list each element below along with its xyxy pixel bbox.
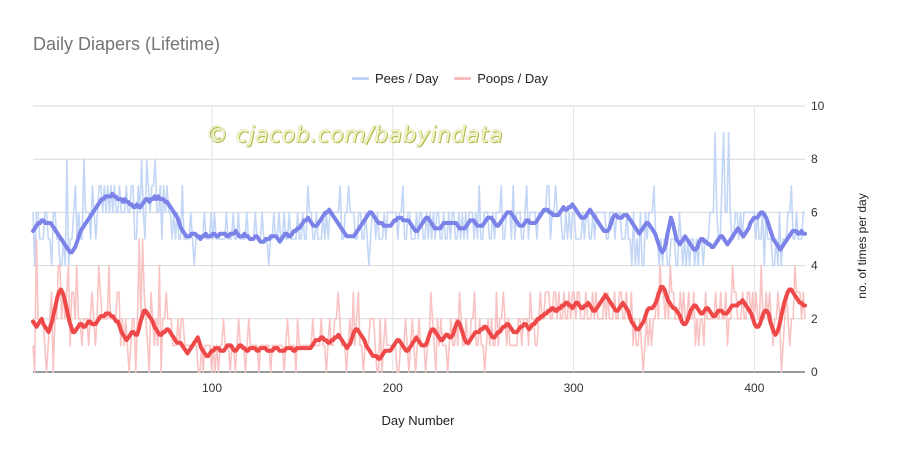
y-axis-ticks: 0 2 4 6 8 10	[811, 99, 825, 379]
x-tick-label: 200	[383, 381, 403, 395]
y-tick-label: 10	[811, 99, 825, 113]
y-tick-label: 4	[811, 259, 818, 273]
legend-item-pees[interactable]: Pees / Day	[351, 71, 439, 86]
legend-swatch-poops	[454, 77, 472, 80]
watermark: © cjacob.com/babyindata	[206, 123, 504, 148]
x-tick-label: 300	[564, 381, 584, 395]
y-tick-label: 6	[811, 205, 818, 219]
smoothed-lines	[31, 191, 807, 361]
y-tick-label: 0	[811, 365, 818, 379]
legend: Pees / Day Poops / Day	[0, 68, 900, 86]
daily-line-poops	[32, 238, 806, 373]
legend-swatch-pees	[351, 77, 369, 80]
x-axis-label: Day Number	[382, 413, 456, 428]
x-axis-ticks: 100 200 300 400	[202, 381, 765, 395]
smoothed-line-pees	[31, 191, 807, 255]
chart-title: Daily Diapers (Lifetime)	[33, 34, 221, 54]
y-tick-label: 2	[811, 312, 818, 326]
x-tick-label: 100	[202, 381, 222, 395]
y-tick-label: 8	[811, 152, 818, 166]
legend-label-pees: Pees / Day	[374, 71, 439, 86]
legend-item-poops[interactable]: Poops / Day	[454, 71, 548, 86]
legend-label-poops: Poops / Day	[477, 71, 549, 86]
smoothed-line-poops	[31, 284, 807, 361]
y-axis-label: no. of times per day	[855, 193, 869, 298]
x-tick-label: 400	[744, 381, 764, 395]
daily-value-lines	[32, 131, 806, 373]
